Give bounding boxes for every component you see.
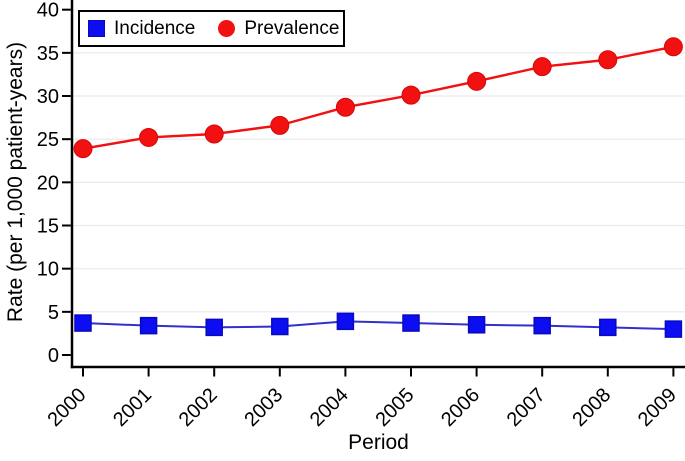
y-tick-label: 25 bbox=[37, 129, 59, 151]
data-point-incidence bbox=[402, 314, 420, 332]
data-point-incidence bbox=[271, 317, 289, 336]
x-tick-label: 2000 bbox=[44, 384, 91, 431]
x-tick-label: 2006 bbox=[437, 384, 484, 431]
data-point-prevalence bbox=[335, 97, 355, 117]
data-point-incidence bbox=[664, 320, 683, 338]
legend-label-prevalence: Prevalence bbox=[244, 18, 340, 39]
x-tick-label: 2002 bbox=[175, 384, 222, 431]
y-tick-label: 0 bbox=[48, 345, 59, 367]
y-tick-label: 10 bbox=[37, 259, 59, 281]
data-point-incidence bbox=[74, 314, 92, 332]
data-point-incidence bbox=[336, 312, 355, 331]
legend: Incidence Prevalence bbox=[78, 10, 345, 47]
y-axis-title: Rate (per 1,000 patient-years) bbox=[4, 41, 27, 323]
legend-label-incidence: Incidence bbox=[114, 18, 196, 39]
legend-item-incidence: Incidence bbox=[88, 19, 195, 38]
x-tick-label: 2001 bbox=[109, 384, 156, 431]
incidence-square-marker-icon bbox=[88, 20, 105, 37]
data-point-incidence bbox=[467, 316, 486, 334]
x-tick-label: 2003 bbox=[240, 384, 287, 431]
x-tick-label: 2009 bbox=[634, 384, 681, 431]
y-tick-label: 5 bbox=[48, 302, 59, 324]
x-axis-title: Period bbox=[348, 431, 409, 454]
data-point-prevalence bbox=[401, 85, 421, 105]
data-point-incidence bbox=[599, 318, 617, 337]
series-line-incidence bbox=[82, 320, 674, 331]
x-tick-label: 2007 bbox=[503, 384, 550, 431]
y-tick-label: 20 bbox=[37, 172, 59, 194]
x-tick-label: 2005 bbox=[372, 384, 419, 431]
prevalence-circle-marker-icon bbox=[218, 20, 236, 37]
y-tick-label: 35 bbox=[37, 43, 59, 65]
data-point-incidence bbox=[205, 318, 223, 337]
legend-item-prevalence: Prevalence bbox=[218, 19, 339, 38]
data-point-incidence bbox=[139, 316, 158, 335]
data-point-prevalence bbox=[467, 71, 487, 91]
data-point-prevalence bbox=[598, 50, 618, 70]
x-tick-label: 2004 bbox=[306, 384, 353, 431]
data-point-prevalence bbox=[73, 139, 93, 159]
data-point-incidence bbox=[533, 316, 551, 335]
data-point-prevalence bbox=[204, 124, 224, 144]
y-tick-label: 40 bbox=[37, 0, 59, 22]
data-point-prevalence bbox=[663, 37, 683, 57]
y-tick-label: 30 bbox=[37, 86, 59, 108]
series-line-prevalence bbox=[82, 45, 674, 150]
y-tick-label: 15 bbox=[37, 216, 59, 238]
x-tick-label: 2008 bbox=[568, 384, 615, 431]
data-point-prevalence bbox=[532, 57, 552, 77]
data-point-prevalence bbox=[139, 127, 159, 147]
data-point-prevalence bbox=[270, 115, 290, 135]
